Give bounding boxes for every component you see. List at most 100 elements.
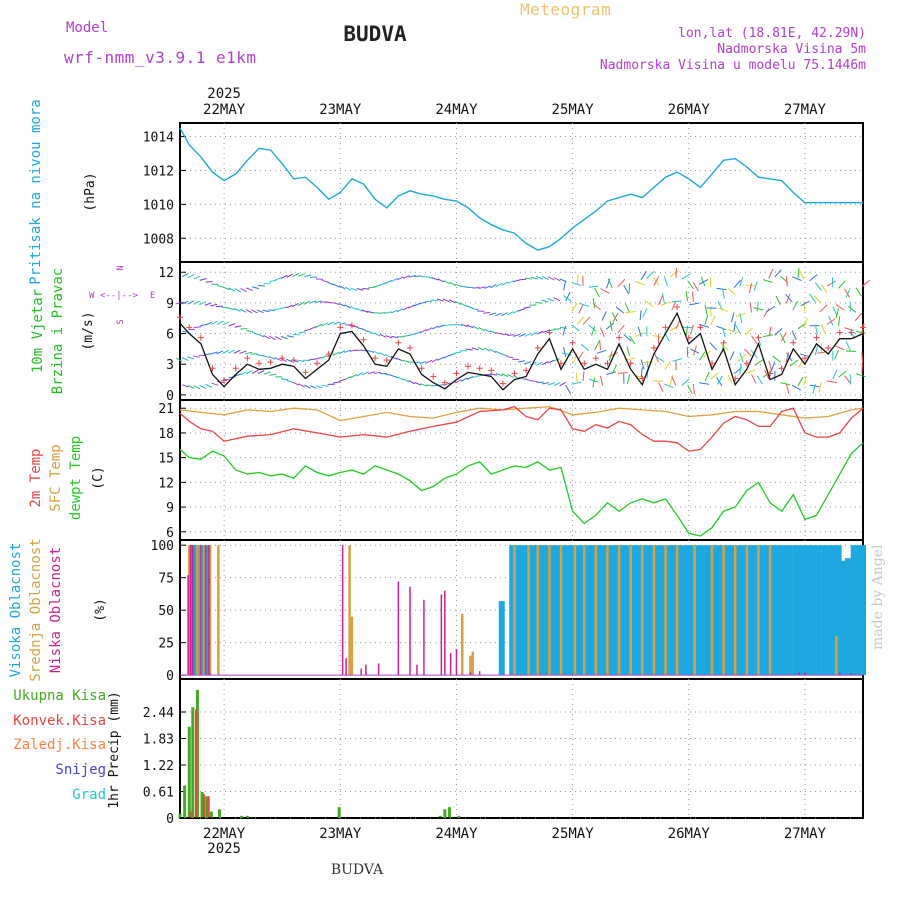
wind-arrow	[373, 332, 381, 337]
wind-ylabel: (m/s)	[81, 311, 96, 350]
wind-arrow	[246, 330, 254, 333]
cloud-bar	[578, 545, 585, 676]
wind-ytick-label: 0	[166, 389, 174, 404]
wind-arrow	[663, 276, 668, 287]
gust-marker	[221, 377, 228, 384]
cloud-bar	[461, 614, 464, 676]
precip-bar	[200, 791, 204, 818]
cloud-bar	[348, 545, 351, 676]
dewpt-line	[179, 442, 864, 537]
wind-arrow	[547, 276, 555, 281]
wind-arrow	[215, 305, 224, 308]
wind-arrow	[623, 284, 630, 295]
wind-arrow	[653, 276, 660, 286]
cloud-bar	[409, 586, 411, 676]
wind-arrow	[832, 369, 838, 380]
wind-arrow	[471, 307, 479, 311]
meteogram-label: Meteogram	[520, 0, 612, 19]
wind-arrow	[653, 352, 660, 363]
wind-arrow	[414, 275, 422, 277]
wind-arrow	[733, 321, 736, 332]
pressure-ytick-label: 1012	[143, 164, 174, 179]
precip-bar	[209, 811, 213, 818]
wind-arrow	[344, 304, 351, 309]
cloud-bar	[540, 545, 547, 676]
wind-arrow	[523, 306, 531, 309]
wind-arrow	[297, 301, 305, 306]
wind-arrow	[728, 328, 738, 334]
cloud-bar	[670, 545, 677, 676]
compass-n: N	[116, 265, 126, 270]
wind-arrow	[187, 300, 195, 305]
wind-arrow	[780, 382, 791, 386]
wind-arrow	[578, 304, 584, 314]
wind-arrow	[262, 355, 270, 359]
wind-arrow	[368, 286, 376, 289]
wind-arrow	[390, 309, 398, 314]
gust-marker	[720, 339, 727, 346]
wind-ytick-label: 3	[166, 358, 174, 373]
temperature-ytick-label: 12	[158, 476, 174, 491]
cloud-bar	[728, 545, 735, 676]
wind-arrow	[739, 363, 742, 374]
wind-arrow	[228, 322, 236, 327]
wind-arrow	[797, 267, 800, 278]
cloud-bar	[734, 545, 741, 676]
wind-arrow	[484, 285, 491, 289]
top-xtick-label: 26MAY	[668, 102, 711, 118]
temp-side-label-2: SFC Temp	[48, 444, 64, 511]
wind-arrow	[596, 349, 607, 354]
wind-arrow	[292, 272, 300, 277]
cloud-bar	[397, 581, 400, 676]
cloud-bar	[839, 672, 841, 676]
precip-side-label-3: Zaledj.Kisa	[13, 737, 106, 753]
wind-arrow	[565, 291, 571, 302]
wind-arrow	[847, 305, 857, 313]
precip-side-label-4: Snijeg	[55, 762, 106, 778]
cloud-bar	[589, 545, 596, 676]
gust-marker	[488, 367, 495, 374]
pressure-side-label: Pritisak na nivou mora	[28, 99, 44, 284]
wind-arrow	[592, 377, 596, 388]
cloud-bar	[629, 545, 632, 676]
precip-ylabel: 1hr Precip (mm)	[107, 691, 122, 808]
wind-arrow	[274, 356, 282, 362]
wind-arrow	[813, 295, 822, 304]
wind-arrow	[310, 276, 318, 279]
gust-marker	[290, 357, 297, 364]
cloud-bar	[705, 545, 712, 676]
wind-arrow	[727, 288, 737, 296]
wind-arrow	[443, 324, 451, 327]
temperature-ytick-label: 15	[158, 452, 174, 467]
cloud-bar	[617, 545, 621, 676]
wind-arrow	[559, 381, 567, 387]
wind-arrow	[763, 308, 770, 318]
wind-arrow	[391, 277, 398, 283]
gust-marker	[244, 355, 251, 362]
wind-arrow	[591, 325, 596, 336]
wind-arrow	[820, 324, 826, 334]
wind-arrow	[582, 316, 591, 325]
wind-arrow	[373, 350, 380, 355]
wind-arrow	[717, 375, 723, 385]
cloud-bar	[801, 545, 808, 676]
wind-arrow	[518, 308, 526, 312]
wind-arrow	[854, 312, 863, 321]
cloud-bar	[782, 545, 789, 676]
wind-arrow	[768, 326, 772, 337]
wind-arrow	[513, 333, 521, 337]
clouds-ytick-label: 75	[158, 572, 174, 587]
wind-arrow	[834, 349, 840, 360]
precipitation-ytick-label: 2.44	[143, 706, 174, 721]
wind-arrow	[333, 283, 340, 288]
gust-marker	[848, 329, 855, 336]
wind-arrow	[263, 335, 271, 340]
wind-arrow	[785, 293, 791, 304]
wind-arrow	[332, 302, 340, 305]
compass-s: S	[116, 319, 126, 324]
cloud-bar	[513, 545, 520, 676]
wind-arrow	[710, 315, 716, 326]
wind-arrow	[251, 309, 259, 314]
wind-arrow	[756, 301, 759, 312]
precip-side-label-2: Konvek.Kisa	[13, 713, 106, 729]
